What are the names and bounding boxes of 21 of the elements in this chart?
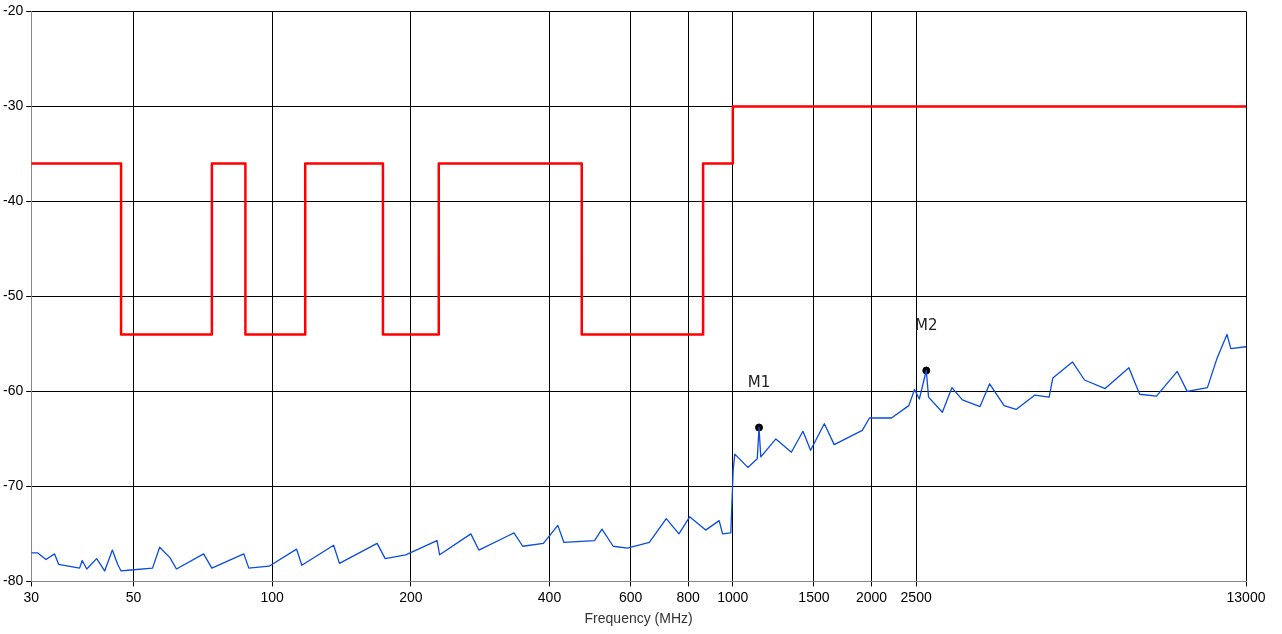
x-tick-label: 1500 [798,588,830,605]
y-tick-label: -20 [3,2,24,19]
y-tick-label: -70 [3,477,24,494]
y-tick-label: -30 [3,97,24,114]
x-tick-label: 50 [125,588,142,605]
y-tick-label: -40 [3,192,24,209]
annotation: M1 [747,372,771,391]
x-tick-label: 600 [618,588,643,605]
x-tick-label: 13000 [1226,588,1266,605]
y-tick-label: -60 [3,382,24,399]
x-tick-label: 2500 [900,588,932,605]
x-tick-label: 800 [676,588,701,605]
x-tick-label: 30 [23,588,40,605]
x-axis-title: Frequency (MHz) [584,610,693,627]
x-tick-label: 1000 [717,588,749,605]
x-tick-label: 200 [399,588,423,605]
x-tick-label: 100 [260,588,285,605]
x-tick-label: 400 [537,588,562,605]
y-tick-label: -80 [3,572,24,589]
x-tick-label: 2000 [855,588,888,605]
y-tick-label: -50 [3,287,24,304]
